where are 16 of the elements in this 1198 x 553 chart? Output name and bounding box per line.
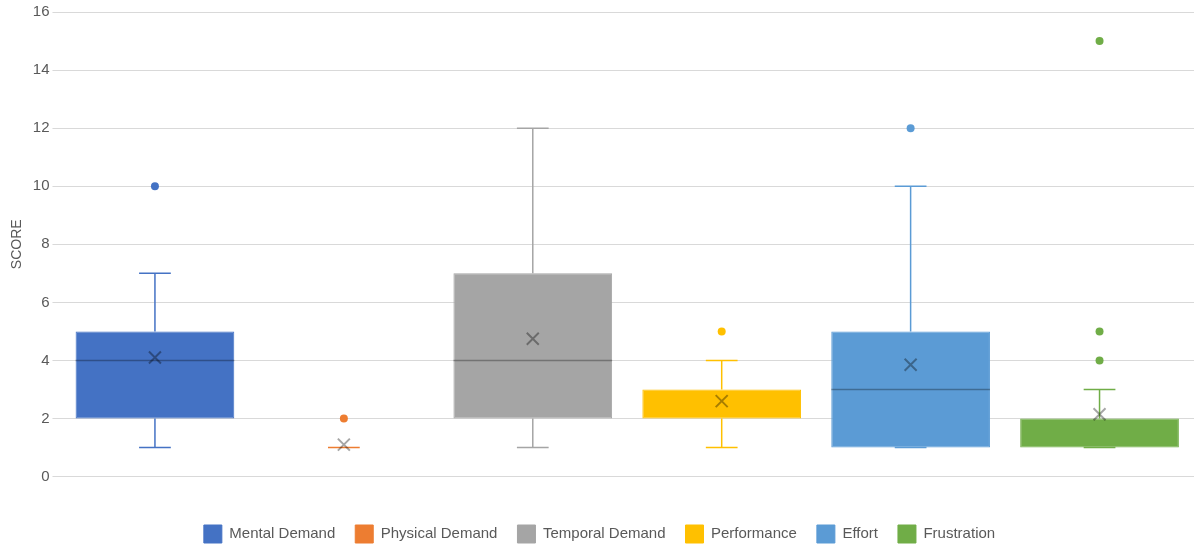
legend-label: Physical Demand [380,524,498,542]
y-tick-label: 6 [41,292,50,310]
y-tick-label: 2 [41,408,50,426]
legend-label: Performance [711,524,797,542]
legend-label: Effort [842,524,879,542]
legend-label: Frustration [923,524,996,542]
y-tick-label: 0 [41,466,50,484]
y-axis-title: SCORE [8,219,25,270]
y-tick-label: 4 [41,350,50,368]
legend-label: Temporal Demand [542,524,666,542]
y-tick-label: 14 [32,60,50,78]
y-tick-label: 16 [32,2,50,20]
y-tick-label: 8 [41,234,50,252]
legend-label: Mental Demand [229,524,336,542]
y-tick-label: 12 [32,118,50,136]
y-tick-label: 10 [32,176,50,194]
